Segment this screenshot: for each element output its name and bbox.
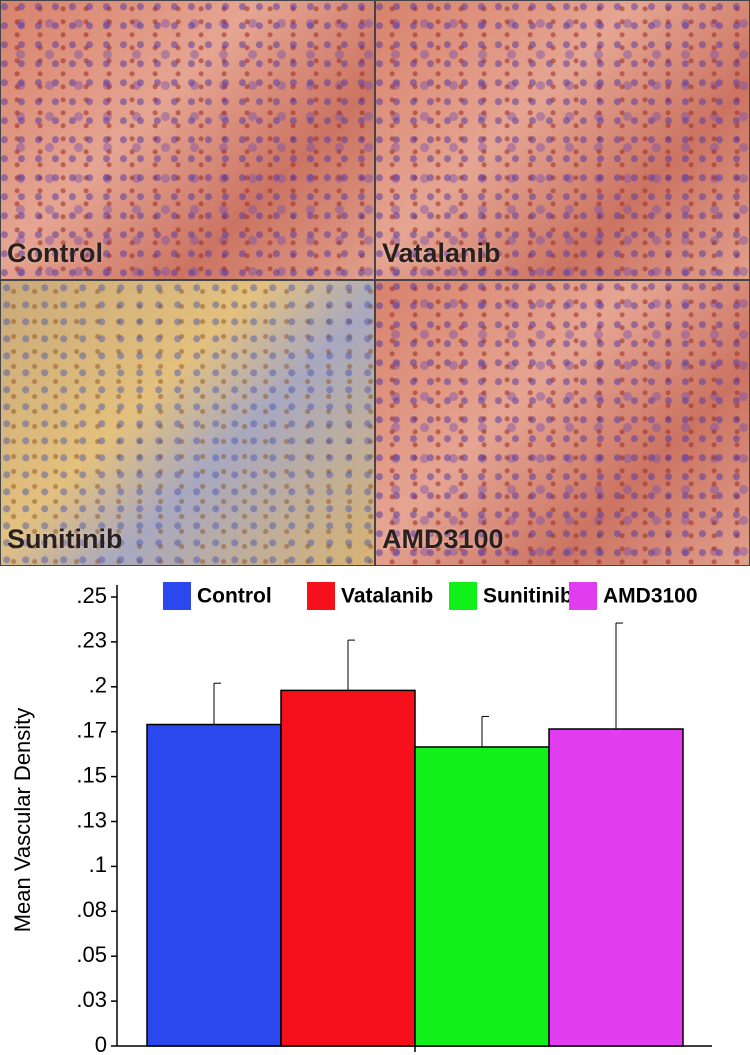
legend-label: Vatalanib xyxy=(341,585,433,608)
legend-label: AMD3100 xyxy=(603,585,698,608)
bar xyxy=(280,689,416,1047)
legend-swatch xyxy=(163,582,191,610)
legend-label: Control xyxy=(197,585,272,608)
legend-label: Sunitinib xyxy=(483,585,573,608)
panel-label: Sunitinib xyxy=(7,524,123,554)
bar xyxy=(414,746,550,1047)
y-tick-label: .25 xyxy=(76,583,107,608)
y-tick-label: .15 xyxy=(76,762,107,787)
y-tick-label: .05 xyxy=(76,942,107,967)
image-panel: Vatalanib xyxy=(375,0,750,280)
y-tick-label: .23 xyxy=(76,628,107,653)
y-tick-label: .17 xyxy=(76,718,107,743)
bar xyxy=(548,728,684,1047)
image-panel: Sunitinib xyxy=(0,280,375,566)
y-axis-label: Mean Vascular Density xyxy=(10,708,35,933)
bar xyxy=(146,723,282,1047)
y-tick-label: .03 xyxy=(76,987,107,1012)
y-tick-label: .2 xyxy=(89,673,107,698)
y-tick-label: .1 xyxy=(89,852,107,877)
y-tick-label: .13 xyxy=(76,807,107,832)
image-panel: AMD3100 xyxy=(375,280,750,566)
y-tick-label: 0 xyxy=(95,1032,107,1055)
panel-label: Control xyxy=(7,238,103,268)
legend-swatch xyxy=(449,582,477,610)
chart: Mean Vascular Density 0 .03 .05 .08 .1 .13 .15… xyxy=(10,582,712,1055)
panel-label: AMD3100 xyxy=(382,524,504,554)
y-tick-label: .08 xyxy=(76,897,107,922)
image-panel: Control xyxy=(0,0,375,280)
legend-swatch xyxy=(569,582,597,610)
legend-swatch xyxy=(307,582,335,610)
panel-label: Vatalanib xyxy=(382,238,501,268)
